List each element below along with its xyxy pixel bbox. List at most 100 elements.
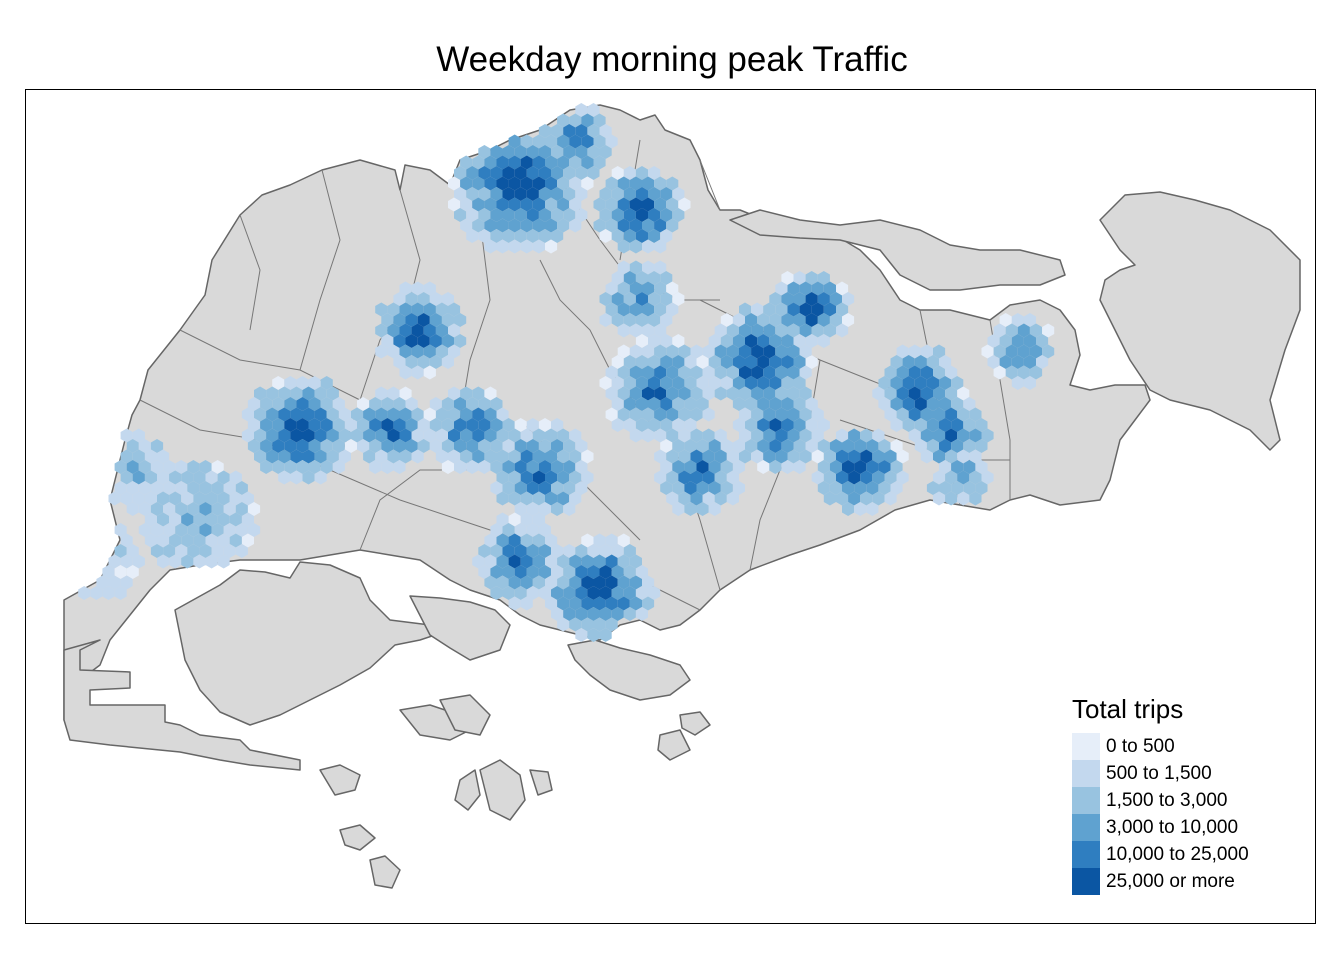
hex-cell [817, 481, 830, 495]
hex-cell [793, 460, 806, 474]
hex-cell [302, 470, 315, 485]
hex-cell [629, 428, 642, 443]
hex-cell [551, 502, 564, 516]
hex-cell [593, 134, 606, 149]
hex-cell [708, 481, 721, 495]
hex-cell [739, 386, 752, 401]
hex-cell [496, 239, 509, 254]
hex-cell [526, 544, 539, 558]
hex-cell [514, 208, 527, 222]
hex-cell [496, 197, 509, 212]
hex-cell [672, 502, 685, 516]
hex-cell [502, 586, 515, 600]
hex-cell [854, 481, 867, 495]
hex-cell [981, 344, 994, 359]
hex-cell [532, 575, 545, 590]
hex-cell [878, 397, 891, 411]
hex-cell [914, 376, 927, 390]
hex-cell [726, 449, 739, 464]
legend-swatch [1072, 841, 1100, 868]
hex-cell [890, 397, 903, 411]
western-wharves [63, 639, 301, 771]
hex-cell [569, 113, 582, 128]
hex-cell [247, 502, 261, 516]
hex-cell [933, 449, 946, 464]
hex-cell [666, 281, 679, 296]
islet-9 [339, 824, 376, 851]
hex-cell [484, 176, 497, 191]
hex-cell [460, 449, 473, 464]
hex-cell [405, 355, 418, 369]
hex-cell [611, 607, 624, 621]
hex-cell [484, 239, 497, 254]
hex-cell [836, 281, 849, 296]
hex-cell [666, 470, 679, 485]
hex-cell [569, 575, 582, 590]
hex-cell [811, 428, 824, 443]
hex-cell [642, 407, 655, 422]
hex-cell [502, 481, 515, 495]
hex-cell [920, 365, 933, 380]
hex-cell [714, 491, 727, 506]
hex-cell [381, 313, 394, 327]
hex-cell [945, 470, 958, 485]
hex-cell [472, 218, 485, 233]
hex-cell [684, 418, 697, 432]
hex-cell [678, 428, 691, 443]
hex-cell [496, 407, 509, 422]
hex-cell [405, 313, 418, 327]
hex-cell [199, 502, 212, 516]
hex-cell [466, 208, 479, 222]
hex-cell [642, 281, 655, 296]
hex-cell [490, 460, 503, 474]
hex-cell [775, 386, 788, 401]
hex-cell [508, 134, 521, 149]
hex-cell [666, 491, 679, 506]
hex-cell [205, 512, 218, 527]
hex-cell [369, 460, 382, 474]
hex-cell [951, 376, 964, 390]
hex-cell [490, 481, 503, 495]
hex-cell [999, 334, 1012, 348]
hex-cell [575, 565, 588, 579]
hex-cell [805, 313, 818, 327]
hex-cell [569, 491, 582, 506]
hex-cell [684, 439, 697, 453]
hex-cell [702, 491, 715, 506]
hex-cell [617, 239, 630, 254]
hex-cell [599, 376, 612, 390]
hex-cell [144, 491, 157, 506]
hex-cell [126, 460, 139, 474]
hex-cell [150, 502, 164, 516]
hex-cell [745, 418, 758, 432]
hex-cell [969, 491, 982, 506]
hex-cell [751, 365, 764, 380]
hex-cell [951, 397, 964, 411]
hex-cell [732, 334, 745, 348]
hex-cell [860, 470, 873, 485]
hex-cell [563, 607, 576, 621]
hex-cell [1017, 323, 1030, 338]
hex-cell [375, 302, 388, 317]
hex-cell [266, 428, 279, 443]
hex-cell [848, 491, 861, 506]
hex-cell [545, 176, 558, 191]
hex-cell [90, 586, 103, 600]
hex-cell [793, 292, 806, 306]
hex-cell [648, 271, 661, 285]
hex-cell [399, 281, 412, 296]
hex-cell [557, 470, 570, 485]
hex-cell [272, 439, 285, 453]
hex-cell [247, 523, 261, 537]
hex-cell [169, 512, 182, 527]
hex-cell [648, 229, 661, 243]
hex-cell [484, 218, 497, 233]
hex-cell [799, 302, 812, 317]
hex-cell [866, 460, 879, 474]
hex-cell [690, 344, 703, 359]
hex-cell [514, 481, 527, 495]
hex-cell [393, 292, 406, 306]
hex-cell [551, 460, 564, 474]
hex-cell [175, 544, 188, 558]
